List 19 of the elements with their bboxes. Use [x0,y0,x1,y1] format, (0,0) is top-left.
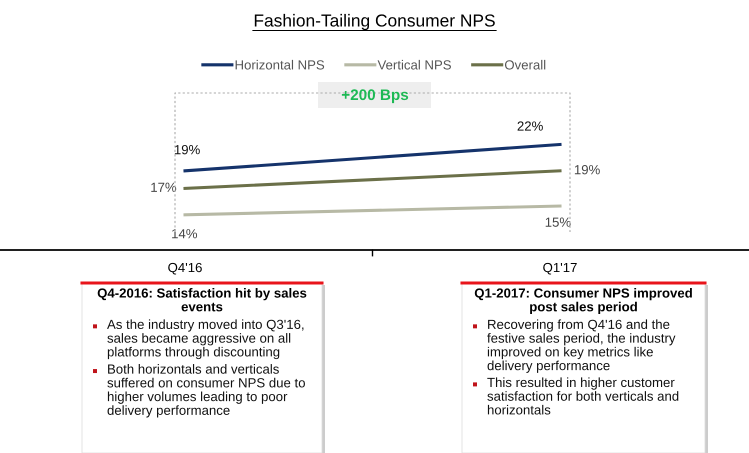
text: Recovering from Q4'16 and the festive sales period, the industry improved on key metrics like delivery performance [487,319,676,373]
legend-label: Overall [504,60,546,70]
data-label: 14% [172,229,198,238]
text: As the industry moved into Q3'16, sales became aggressive on all platforms through discounting [107,319,304,360]
data-label: 19% [574,165,600,174]
data-label: 15% [546,218,571,227]
legend-label: Vertical NPS [378,60,451,70]
text: Both horizontals and verticals suffered on consumer NPS due to higher volumes leading to poor delivery performance [107,364,305,418]
text: This resulted in higher customer satisfaction for both verticals and horizontals [487,377,678,415]
data-label: 19% [174,144,200,154]
text: Q4-2016: Satisfaction hit by sales events [98,288,306,312]
text: Q1-2017: Consumer NPS improved post sales period [474,288,692,314]
data-label: 22% [518,121,543,131]
x-tick-label: Q1'17 [543,262,577,275]
text: +200 Bps [342,89,408,104]
chart-title: Fashion-Tailing Consumer NPS [254,14,495,30]
legend-label: Horizontal NPS [236,60,324,70]
data-label: 17% [151,182,176,192]
x-tick-label: Q4'16 [168,262,202,275]
